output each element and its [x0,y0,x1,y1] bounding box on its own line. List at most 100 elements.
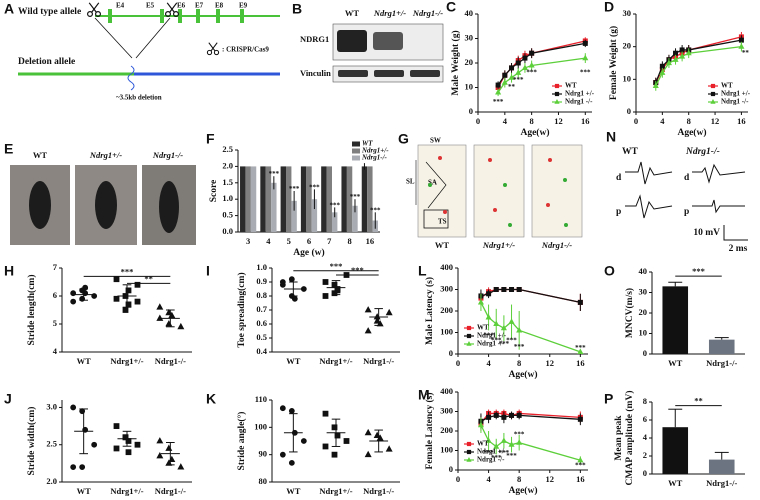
y-tick-label: 0.0 [222,226,233,236]
panel-label: M [418,387,430,403]
x-axis-label: Age(w) [677,127,706,138]
y-tick-label: 300 [440,283,453,293]
bar [346,166,353,232]
marker [125,449,132,456]
marker [156,303,164,310]
band [374,70,404,77]
group-label: Ndrg1-/- [685,147,720,157]
panel-label: D [604,0,614,15]
photo-caption: Ndrg1-/- [152,150,183,160]
y-tick-label: 30 [639,286,648,296]
y-tick-label: 0 [469,106,473,116]
marker [466,325,472,331]
scale-label: 2 ms [729,244,748,254]
marker [509,65,515,71]
y-tick-label: 10 [623,73,632,83]
y-tick-label: 2.5 [222,144,233,154]
panel-label: G [398,131,409,147]
row-label: d [684,173,690,183]
x-tick-label: WT [286,356,301,366]
marker [493,320,500,326]
marker [508,318,515,324]
connector [94,17,133,59]
marker [738,43,745,49]
western-blot: B WT Ndrg1+/- Ndrg1-/- NDRG1 Vinculin [292,1,444,83]
marker [509,412,515,418]
x-tick-label: Ndrg1-/- [706,358,737,368]
legend-label: Ndrg1 +/- [721,90,751,98]
marker [300,438,307,444]
marker [291,295,298,302]
marker [364,327,372,334]
bar [361,166,368,232]
marker [486,414,492,420]
marker [659,69,666,75]
legend-label: WT [362,140,373,148]
x-tick-label: 6 [307,236,311,246]
x-tick-label: 4 [660,116,665,126]
marker [500,437,507,443]
allele-label: Deletion allele [18,57,75,67]
emg-traces: N WT Ndrg1-/- d p d p 10 mV 2 ms [606,129,748,254]
significance-label: *** [121,266,134,276]
marker [502,72,508,78]
y-tick-label: 0.5 [256,332,267,342]
marker [134,298,141,305]
measure-label: TS [438,218,447,226]
marker [679,53,686,59]
legend-label: Ndrg1 -/- [477,456,505,464]
y-tick-label: 2.0 [46,476,57,486]
annotation: *** [483,331,494,339]
annotation: *** [506,452,517,460]
bar [245,166,251,232]
bar [662,427,689,474]
x-tick-label: 12 [546,474,555,484]
x-tick-label: 8 [530,116,534,126]
exon [216,9,220,23]
annotation: *** [350,193,361,201]
marker [79,464,86,470]
marker [279,405,286,412]
allele-label: Wild type allele [18,7,81,17]
y-tick-label: 100 [254,421,267,431]
annotation: *** [491,454,502,462]
marker [122,307,129,313]
measure-line [425,161,447,209]
exon-label: E5 [146,2,155,10]
bar [265,166,272,232]
bar [286,166,292,232]
marker [582,40,588,46]
annotation: *** [289,185,300,193]
scale-bar [723,225,748,241]
marker [113,295,120,302]
y-tick-label: 110 [255,394,267,404]
marker [70,404,77,411]
panel-label: F [206,131,215,147]
y-tick-label: 30 [465,32,474,42]
significance-label: *** [692,266,705,276]
marker [364,306,372,313]
lane-label: Ndrg1+/- [373,8,406,18]
x-tick-label: Ndrg1+/- [319,486,352,496]
significance-label: ** [144,273,153,283]
exon-label: E9 [239,2,248,10]
y-axis-label: Stride length(cm) [26,275,37,346]
panel-label: B [292,1,302,17]
marker [516,287,522,292]
measure-label: SA [428,179,437,187]
y-axis-label: Toe spreading(cm) [236,272,247,347]
x-tick-label: 0 [456,474,460,484]
x-tick-label: 8 [687,116,691,126]
x-tick-label: Ndrg1+/- [319,356,352,366]
marker [156,437,164,444]
x-tick-label: 16 [737,116,746,126]
marker [466,341,472,346]
annotation: *** [499,340,510,348]
y-tick-label: 0.5 [222,210,233,220]
panel-label: A [4,1,14,17]
bar [240,166,246,232]
y-axis-label: Stride width(cm) [26,407,37,476]
y-tick-label: 0 [643,468,647,478]
bar [341,166,347,232]
bar [271,182,277,232]
